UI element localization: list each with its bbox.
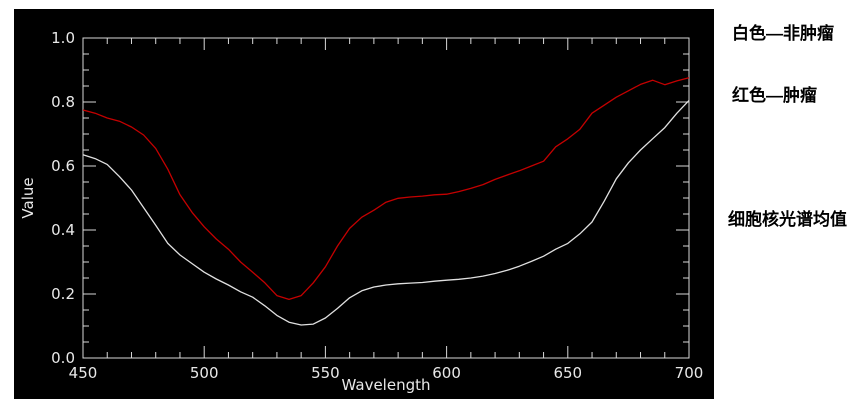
plot-frame — [82, 37, 690, 359]
x-tick-label: 650 — [553, 364, 582, 382]
legend-white-nontumor-label: 白色—非肿瘤 — [732, 24, 834, 43]
y-tick-label: 0.2 — [51, 285, 75, 303]
axis-ticks — [82, 37, 690, 359]
y-tick-label: 0.6 — [51, 157, 75, 175]
y-tick-label: 0.0 — [51, 349, 75, 367]
y-axis-title: Value — [19, 177, 37, 218]
non-tumor-curve — [82, 99, 690, 326]
y-tick-label: 0.8 — [51, 93, 75, 111]
x-tick-label: 450 — [69, 364, 98, 382]
tick-labels: 450 500 550 600 650 700 0.0 0.2 0.4 0.6 0.8 1.0 Wave… — [19, 29, 703, 394]
x-tick-label: 600 — [432, 364, 461, 382]
y-tick-label: 0.4 — [51, 221, 75, 239]
chart-caption-nucleus-spectrum-mean: 细胞核光谱均值 — [728, 210, 847, 229]
y-tick-label: 1.0 — [51, 29, 75, 47]
spectrum-chart-panel: 450 500 550 600 650 700 0.0 0.2 0.4 0.6 0.8 1.0 Wave… — [14, 9, 714, 399]
x-tick-label: 500 — [190, 364, 219, 382]
x-axis-title: Wavelength — [342, 376, 431, 394]
x-tick-label: 550 — [311, 364, 340, 382]
tumor-curve — [82, 77, 690, 301]
spectrum-plot: 450 500 550 600 650 700 0.0 0.2 0.4 0.6 0.8 1.0 Wave… — [19, 29, 703, 394]
x-tick-label: 700 — [675, 364, 704, 382]
legend-red-tumor-label: 红色—肿瘤 — [732, 86, 817, 105]
